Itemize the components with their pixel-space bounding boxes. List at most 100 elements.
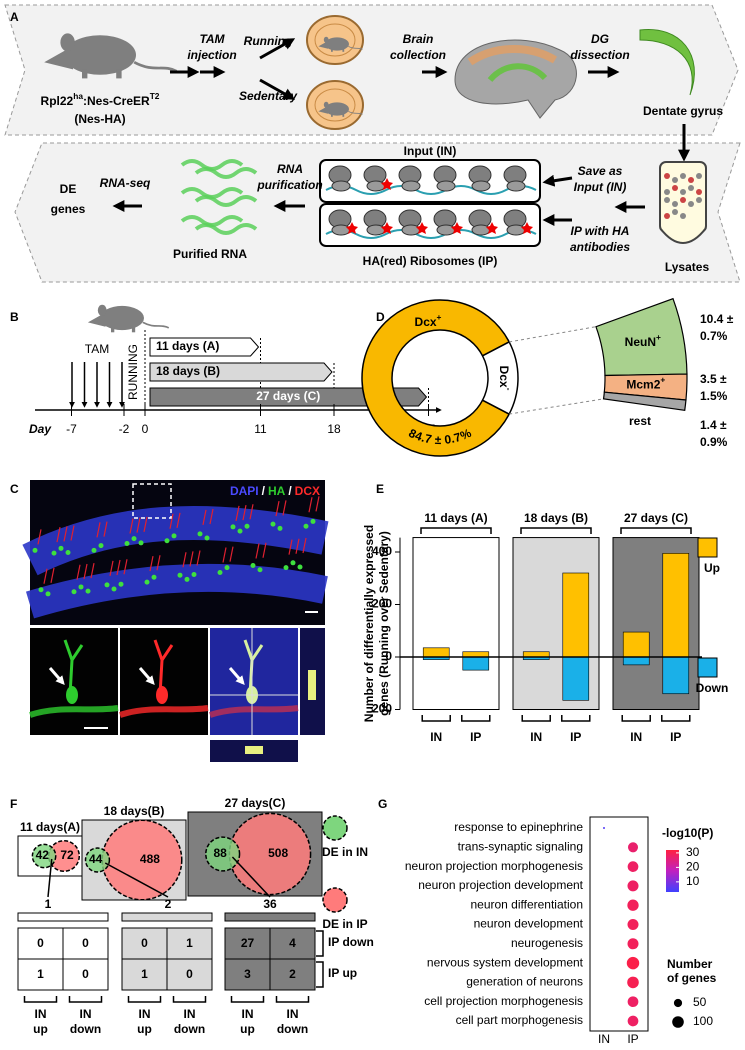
label: 44 [89, 852, 103, 866]
mouse-tail [348, 46, 363, 50]
bar [662, 553, 690, 658]
label: 42 [36, 848, 50, 862]
dcx-fiber [209, 508, 214, 525]
label: 2 [165, 897, 172, 911]
mouse-body [325, 37, 349, 51]
label: IP down [328, 935, 374, 949]
ha-cell [91, 547, 97, 553]
lysate-dot [696, 197, 702, 203]
label: dissection [570, 48, 629, 62]
dcx-fiber [169, 513, 174, 529]
ribosome-small [366, 224, 386, 236]
ha-cell [184, 576, 190, 582]
label: G [378, 797, 387, 811]
ortho-signal [245, 746, 263, 754]
dot [627, 938, 639, 950]
pointer-arrow [138, 667, 155, 686]
zoom-box [132, 483, 172, 519]
label: B [10, 310, 19, 324]
dcx-fiber [249, 504, 254, 520]
bar [462, 651, 490, 658]
label: DG [591, 32, 609, 46]
rna-strand [194, 195, 258, 207]
label: antibodies [570, 240, 630, 254]
dcx-fiber [56, 527, 61, 543]
label: 1 [45, 897, 52, 911]
label: IN [184, 1007, 196, 1021]
lysate-dot [664, 173, 670, 179]
dcx-fiber [136, 517, 141, 533]
mouse-leg [342, 48, 345, 52]
col-bracket [230, 996, 265, 1003]
ha-cell [124, 540, 130, 546]
mouse-body [100, 305, 144, 331]
wheel-inner [314, 88, 356, 122]
label: neuron development [474, 917, 584, 931]
group-bracket [420, 527, 492, 534]
dcx-fiber [123, 559, 128, 575]
label: 11 days (A) [424, 511, 487, 525]
label: 18 days (B) [156, 364, 220, 378]
lysate-dot [688, 177, 694, 183]
text-part: ha [73, 91, 83, 101]
text-part: Mcm2 [626, 378, 660, 392]
label: purification [256, 178, 322, 192]
stain-name: DCX [295, 484, 320, 498]
text-part: - [504, 388, 514, 391]
ha-cell [38, 587, 44, 593]
label: 0 [82, 936, 89, 950]
dcx-fiber [308, 497, 313, 513]
dcx-fiber [143, 516, 148, 532]
dcx-fiber [176, 512, 181, 529]
mouse-tail [133, 61, 178, 73]
label: 2 [289, 967, 296, 981]
dcx-fiber [129, 518, 134, 534]
bar [662, 656, 690, 695]
ha-cell [71, 589, 77, 595]
category-bracket [421, 715, 451, 722]
mouse-leg [131, 326, 136, 333]
ribosome-small [331, 180, 351, 192]
table-cell [62, 958, 109, 991]
dot [627, 880, 639, 892]
mouse-ear [323, 101, 329, 108]
dcx-fiber [43, 568, 48, 584]
ha-cell [111, 586, 117, 592]
stain-name: HA [268, 484, 286, 498]
mouse-leg [342, 113, 345, 117]
label: Running [244, 34, 293, 48]
ha-cell [237, 528, 243, 534]
label: up [240, 1022, 255, 1036]
dcx-fiber [202, 509, 207, 525]
stain-separator: / [262, 484, 266, 498]
text-part: Rpl22 [41, 94, 74, 108]
ha-cell [277, 525, 283, 531]
label: -2 [119, 422, 130, 436]
lysate-dot [672, 185, 678, 191]
tube-bottom [659, 227, 707, 244]
ha-cell [98, 543, 104, 549]
group-bracket [620, 527, 692, 534]
ribosome-small [401, 224, 421, 236]
dcx-fiber [315, 496, 320, 512]
label: 488 [140, 852, 160, 866]
label: Mcm2+ [626, 375, 665, 392]
label: trans-synaptic signaling [458, 839, 583, 853]
brain-cortex [467, 45, 558, 66]
label: injection [187, 48, 236, 62]
table-cell [121, 958, 168, 991]
leader [231, 856, 271, 898]
dcx-fiber [262, 542, 267, 558]
label: 20 [686, 860, 700, 874]
label: NeuN+ [625, 332, 661, 349]
mouse-body [325, 102, 349, 116]
label: 11 [254, 422, 267, 436]
label: IN [139, 1007, 151, 1021]
table-cell [269, 958, 316, 991]
ribosome-small [471, 180, 491, 192]
dcx-fiber [222, 547, 227, 563]
label: neuron projection morphogenesis [405, 859, 583, 873]
legend-circle [322, 887, 348, 913]
dcx-fiber [189, 551, 194, 567]
mouse-ear [60, 33, 75, 52]
